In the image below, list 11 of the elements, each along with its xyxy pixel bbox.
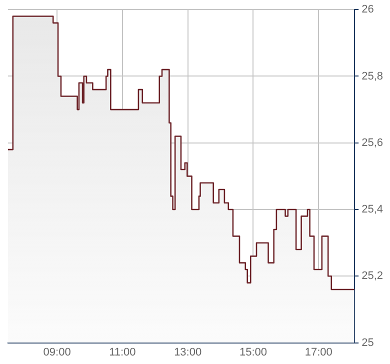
y-tick-label: 25,6 (362, 136, 384, 149)
y-tick-label: 25,2 (362, 270, 384, 282)
y-tick-label: 26 (362, 4, 374, 16)
x-tick-label: 11:00 (109, 346, 136, 358)
x-tick-label: 13:00 (174, 346, 202, 358)
y-tick-label: 25,4 (362, 204, 384, 216)
y-tick-label: 25 (362, 336, 374, 349)
x-tick-label: 09:00 (43, 346, 71, 358)
x-tick-label: 17:00 (304, 346, 332, 358)
x-tick-label: 15:00 (239, 346, 267, 358)
y-tick-label: 25,8 (362, 70, 384, 82)
